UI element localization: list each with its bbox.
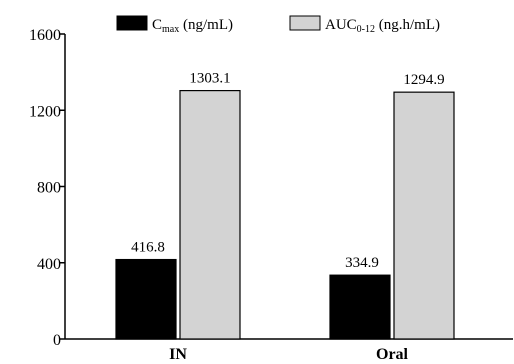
legend-swatch-cmax [116, 15, 148, 31]
bar-auc-in [179, 89, 241, 340]
y-tick-label: 0 [53, 332, 61, 349]
legend-label-auc: AUC0-12 (ng.h/mL) [325, 17, 440, 35]
bar-auc-oral [393, 91, 455, 340]
category-label-in: IN [169, 346, 187, 363]
bar-cmax-in [115, 258, 177, 340]
category-labels: IN Oral [169, 346, 408, 363]
bar-cmax-oral [329, 274, 391, 340]
y-ticks: 0 400 800 1200 1600 [29, 27, 65, 349]
legend: Cmax (ng/mL) AUC0-12 (ng.h/mL) [116, 15, 440, 35]
y-tick-label: 1200 [29, 103, 61, 120]
data-label-auc-oral: 1294.9 [403, 72, 444, 88]
category-label-oral: Oral [376, 346, 409, 363]
data-label-auc-in: 1303.1 [189, 71, 230, 87]
y-tick-label: 400 [37, 256, 61, 273]
data-label-cmax-in: 416.8 [131, 240, 165, 256]
bars: 416.8 1303.1 334.9 1294.9 [115, 71, 455, 340]
data-label-cmax-oral: 334.9 [345, 255, 379, 271]
legend-swatch-auc [289, 15, 321, 31]
legend-label-cmax: Cmax (ng/mL) [152, 17, 233, 35]
y-tick-label: 1600 [29, 27, 61, 44]
y-tick-label: 800 [37, 180, 61, 197]
